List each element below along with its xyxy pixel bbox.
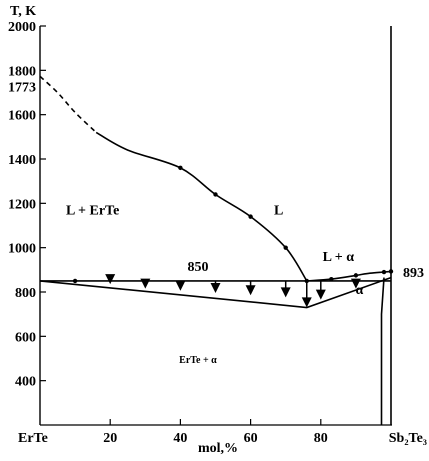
lower-boundary-line — [39, 276, 392, 309]
invariant-point — [304, 278, 309, 284]
point-value-label: 893 — [403, 266, 424, 281]
right-liquidus-line — [306, 270, 392, 282]
x-ticks: ErTe 20 40 60 80 Sb₂Te₃ — [18, 419, 427, 446]
x-tick-label: 20 — [103, 431, 117, 446]
region-label: L + ErTe — [66, 203, 119, 218]
region-label: α — [355, 283, 363, 298]
y-tick-label: 800 — [15, 286, 36, 301]
y-tick-label: 1400 — [8, 153, 36, 168]
y-tick-label: 1800 — [8, 64, 36, 79]
annotations: 850 893 L + ErTe L L + α α ErTe + α — [66, 203, 424, 366]
x-tick-label: 60 — [244, 431, 258, 446]
y-tick-label: 1600 — [8, 109, 36, 124]
axes: 400 600 800 1000 1200 1400 1600 1800 2000 1773 Er… — [8, 20, 427, 446]
point-value-label: 850 — [187, 260, 208, 275]
thermal-arrow-head — [315, 289, 326, 300]
thermal-arrows — [105, 274, 361, 308]
thermal-arrow-head — [280, 287, 291, 298]
thermal-arrow-head — [350, 278, 361, 289]
right-liquidus-data-point — [329, 276, 334, 282]
x-tick-label: 40 — [173, 431, 187, 446]
y-tick-label: 400 — [15, 375, 36, 390]
y-ticks: 400 600 800 1000 1200 1400 1600 1800 2000 1773 — [8, 20, 46, 390]
x-tick-label: ErTe — [18, 431, 48, 446]
x-tick-label: 80 — [314, 431, 328, 446]
liquidus-data-point — [213, 192, 218, 197]
thermal-arrow-head — [245, 285, 256, 296]
y-tick-label: 1200 — [8, 197, 36, 212]
thermal-arrow-head — [105, 274, 116, 285]
region-label: L + α — [323, 250, 355, 265]
right-liquidus-data-point — [353, 273, 359, 278]
right-liquidus-data-point — [381, 269, 387, 275]
region-label: ErTe + α — [179, 355, 217, 366]
liquidus-data-point — [283, 245, 288, 250]
liquidus-data-point — [248, 214, 253, 219]
alpha-solvus-line — [380, 277, 385, 425]
region-label: L — [274, 203, 283, 218]
x-tick-label: Sb₂Te₃ — [389, 431, 427, 446]
liquidus-dashed-line — [39, 75, 97, 133]
thermal-arrow-head — [210, 283, 221, 293]
y-tick-label: 2000 — [8, 20, 36, 35]
invariant-point — [388, 269, 394, 274]
invariant-point — [72, 278, 78, 284]
liquidus-data-point — [178, 165, 183, 171]
thermal-arrow-head — [301, 297, 312, 308]
thermal-arrow-head — [175, 280, 186, 291]
x-axis-title: mol,% — [198, 441, 238, 456]
thermal-arrow-head — [140, 278, 151, 289]
y-tick-label: 1000 — [8, 242, 36, 257]
data-points — [72, 165, 394, 284]
y-axis-title: T, K — [10, 4, 36, 19]
y-tick-label: 600 — [15, 330, 36, 345]
y-special-label: 1773 — [8, 80, 36, 95]
